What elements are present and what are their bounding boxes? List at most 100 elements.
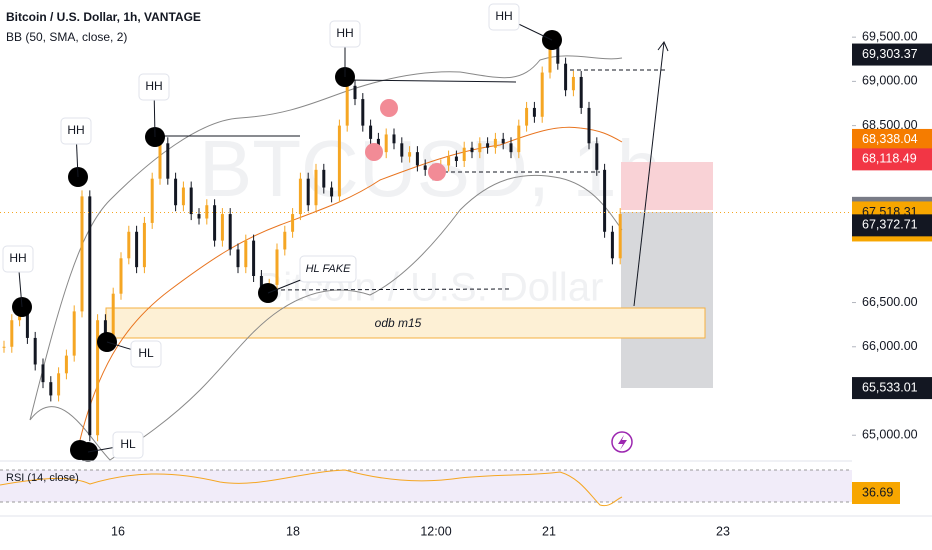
candle-body — [322, 169, 326, 188]
candle-body — [135, 231, 139, 268]
candle-body — [345, 85, 349, 126]
callout-box — [112, 431, 144, 459]
rsi-marker — [852, 482, 900, 504]
callout-label: HL FAKE — [306, 263, 351, 275]
candle-body — [486, 143, 490, 148]
alert-bolt — [618, 435, 627, 450]
candle-body — [400, 143, 404, 157]
candle-body — [158, 143, 162, 179]
candle-body — [306, 178, 310, 206]
price-marker — [852, 377, 932, 400]
price-marker — [852, 128, 932, 151]
rsi-value: 36.69 — [862, 485, 893, 499]
candle-body — [517, 125, 521, 153]
candle-body — [96, 320, 100, 436]
candle-body — [111, 293, 115, 338]
candle-body — [447, 156, 451, 166]
time-label: 18 — [286, 524, 300, 538]
annotations: HH HH HH HH HH HL HL HL FAKE — [2, 3, 562, 462]
candle-body — [49, 382, 53, 396]
bollinger-bands — [29, 55, 623, 461]
time-label: 23 — [716, 524, 730, 538]
candle-body — [174, 178, 178, 206]
candle-body — [228, 214, 232, 250]
candle-body — [275, 249, 279, 285]
callout-label: HH — [336, 26, 353, 40]
callout-box — [329, 20, 361, 48]
callout-label: HH — [145, 79, 162, 93]
candle-body — [571, 76, 575, 91]
candle-body — [556, 41, 560, 64]
candle-body — [314, 169, 318, 206]
price-marker — [852, 148, 932, 171]
price-marker-label: 65,533.01 — [862, 380, 918, 394]
price-marker — [852, 43, 932, 66]
lower-band — [29, 174, 623, 461]
price-marker — [852, 214, 932, 237]
zone-label: odb m15 — [375, 316, 422, 330]
candle-body — [103, 320, 107, 338]
candle-body — [205, 205, 209, 219]
candle-body — [618, 214, 622, 259]
candle-body — [119, 258, 123, 294]
candle-body — [291, 214, 295, 232]
candle-body — [236, 249, 240, 268]
candle-body — [415, 152, 419, 166]
price-tick-label: 69,500.00 — [862, 29, 918, 43]
price-tick-label: 66,000.00 — [862, 339, 918, 353]
pink-dot — [428, 163, 446, 181]
callout-box — [60, 117, 92, 145]
candle-body — [408, 152, 412, 157]
candle-body — [509, 143, 513, 153]
callout-label: HL — [138, 346, 154, 360]
candle-body — [142, 222, 146, 268]
sma — [79, 126, 623, 441]
candle-body — [532, 107, 536, 117]
candle-body — [587, 107, 591, 144]
rsi-band — [0, 470, 852, 502]
callout-label: HH — [495, 9, 512, 23]
level-line — [344, 79, 517, 83]
pink-dot — [365, 143, 383, 161]
candle-body — [501, 138, 505, 144]
candle-body — [330, 187, 334, 197]
candle-body — [353, 85, 357, 100]
time-label: 21 — [542, 524, 556, 538]
alert-icon[interactable] — [611, 431, 633, 453]
candle-body — [462, 147, 466, 161]
price-tick-label: 68,500.00 — [862, 118, 918, 132]
candle-body — [564, 63, 568, 91]
candle-body — [252, 240, 256, 276]
candle-body — [244, 240, 248, 268]
candle-body — [41, 364, 45, 383]
rsi-label: RSI (14, close) — [6, 472, 79, 484]
callout-box — [138, 73, 170, 101]
candle-body — [150, 178, 154, 223]
candle-body — [80, 196, 84, 312]
callout-label: HL — [120, 437, 136, 451]
stop-zone — [621, 162, 713, 210]
candle-body — [10, 320, 14, 347]
price-tick-label: 69,000.00 — [862, 74, 918, 88]
candle-body — [579, 76, 583, 108]
target-zone — [621, 212, 713, 388]
candle-body — [127, 231, 131, 259]
candle-body — [189, 187, 193, 215]
price-marker-label: 67,372.71 — [862, 218, 918, 232]
candle-body — [72, 311, 76, 356]
candle-body — [88, 196, 92, 436]
candle-body — [259, 276, 263, 290]
candle-body — [283, 231, 287, 250]
time-label: 16 — [111, 524, 125, 538]
upper-band — [29, 55, 623, 421]
level-line — [266, 288, 511, 291]
price-marker-label: 68,338.04 — [862, 132, 918, 146]
candle-body — [548, 41, 552, 73]
candle-body — [213, 205, 217, 241]
candle-body — [478, 143, 482, 153]
rsi-line — [0, 469, 623, 507]
callout-label: HH — [9, 251, 26, 265]
candle-body — [392, 134, 396, 144]
candle-body — [181, 187, 185, 206]
candle-body — [603, 169, 607, 232]
